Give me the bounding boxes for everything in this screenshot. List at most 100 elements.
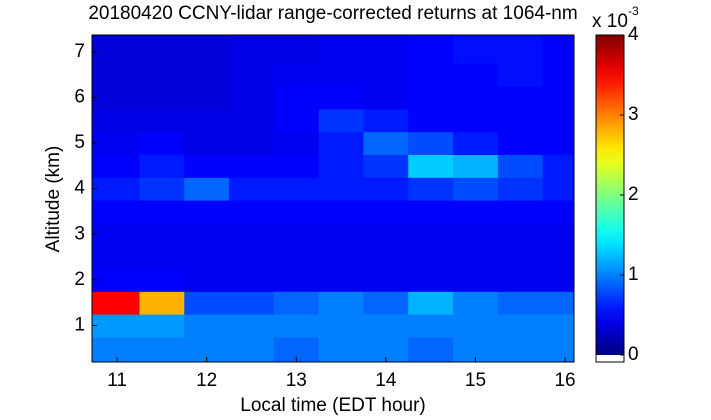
heat-cell — [184, 291, 230, 315]
heat-cell — [363, 222, 409, 247]
colorbar — [596, 35, 624, 355]
heat-cell — [92, 200, 140, 224]
heat-cell — [408, 314, 454, 338]
heat-cell — [453, 177, 499, 201]
heat-cell — [542, 245, 575, 270]
colorbar-exponent: -3 — [628, 4, 639, 18]
heat-cell — [363, 177, 409, 201]
heat-cell — [92, 268, 140, 292]
heat-cell — [92, 131, 140, 155]
heat-cell — [363, 268, 409, 292]
heat-cell — [92, 35, 140, 64]
heat-cell — [318, 336, 364, 363]
heat-cell — [229, 63, 275, 87]
heat-cell — [139, 200, 185, 224]
heat-cell — [92, 154, 140, 178]
heat-cell — [453, 268, 499, 292]
heat-cell — [92, 336, 140, 363]
heat-cell — [184, 314, 230, 338]
heat-cell — [542, 222, 575, 247]
heat-cell — [318, 154, 364, 178]
heat-cell — [363, 245, 409, 270]
heat-cell — [542, 268, 575, 292]
heat-cell — [92, 177, 140, 201]
heat-cell — [318, 35, 364, 64]
heat-cell — [139, 245, 185, 270]
heat-cell — [453, 108, 499, 133]
x-tick-label: 13 — [286, 370, 307, 391]
heat-cell — [497, 177, 544, 201]
heat-cell — [363, 108, 409, 133]
heat-cell — [273, 35, 320, 64]
y-tick-label: 7 — [74, 41, 85, 62]
heat-cell — [229, 86, 275, 110]
heat-cell — [184, 200, 230, 224]
heat-cell — [408, 131, 454, 155]
heat-cell — [229, 177, 275, 201]
heat-cell — [542, 131, 575, 155]
heat-cell — [497, 222, 544, 247]
heat-cell — [139, 177, 185, 201]
heat-cell — [92, 86, 140, 110]
heat-cell — [408, 154, 454, 178]
heat-cell — [542, 177, 575, 201]
heat-cell — [139, 35, 185, 64]
heat-cell — [453, 86, 499, 110]
heat-cell — [542, 63, 575, 87]
colorbar-tick-label: 0 — [628, 344, 639, 365]
heat-cell — [497, 86, 544, 110]
heat-cell — [318, 268, 364, 292]
x-tick-label: 11 — [107, 370, 127, 391]
heat-cell — [453, 245, 499, 270]
x-tick-label: 15 — [465, 370, 486, 391]
heat-cell — [139, 268, 185, 292]
heat-cell — [453, 154, 499, 178]
heat-cell — [184, 222, 230, 247]
heat-cell — [408, 108, 454, 133]
y-tick-label: 2 — [74, 269, 85, 290]
y-tick-label: 5 — [74, 132, 85, 153]
heat-cell — [92, 245, 140, 270]
heat-cell — [139, 222, 185, 247]
heat-cell — [139, 108, 185, 133]
heat-cell — [542, 108, 575, 133]
heat-cell — [184, 108, 230, 133]
heat-cell — [453, 63, 499, 87]
heat-cell — [229, 268, 275, 292]
heat-cell — [184, 131, 230, 155]
heat-cell — [184, 245, 230, 270]
heat-cell — [229, 131, 275, 155]
y-tick-label: 4 — [74, 178, 85, 199]
heat-cell — [273, 108, 320, 133]
heat-cell — [318, 200, 364, 224]
heat-cell — [318, 314, 364, 338]
heat-cell — [497, 200, 544, 224]
heat-cell — [318, 108, 364, 133]
colorbar-tick-label: 1 — [628, 264, 639, 285]
heat-cell — [363, 35, 409, 64]
heat-cell — [497, 131, 544, 155]
heat-cell — [139, 291, 185, 315]
heat-cell — [453, 35, 499, 64]
heat-cell — [139, 131, 185, 155]
plot-frame — [91, 34, 575, 363]
heat-cell — [184, 63, 230, 87]
heat-cell — [497, 154, 544, 178]
heat-cell — [408, 336, 454, 363]
heat-cell — [139, 63, 185, 87]
x-tick-label: 12 — [196, 370, 217, 391]
heat-cell — [273, 222, 320, 247]
heat-cell — [542, 200, 575, 224]
heat-cell — [273, 63, 320, 87]
heat-cell — [363, 86, 409, 110]
heat-cell — [184, 86, 230, 110]
heat-cell — [542, 336, 575, 363]
heat-cell — [363, 314, 409, 338]
y-axis-label: Altitude (km) — [43, 146, 64, 253]
heat-cell — [318, 222, 364, 247]
heat-cell — [408, 222, 454, 247]
heat-cell — [363, 291, 409, 315]
heat-cell — [184, 35, 230, 64]
heat-cell — [542, 35, 575, 64]
